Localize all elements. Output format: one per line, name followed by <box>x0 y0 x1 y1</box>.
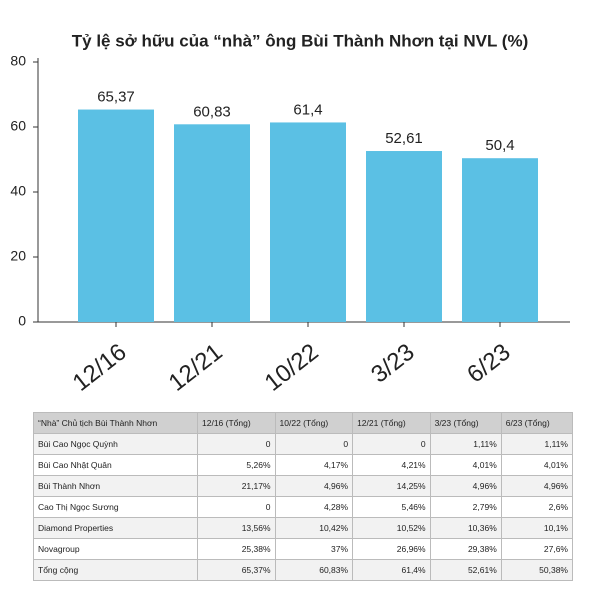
x-tick-label: 6/23 <box>462 338 515 388</box>
table-cell: Cao Thị Ngọc Sương <box>33 496 198 518</box>
ownership-table: “Nhà” Chủ tịch Bùi Thành Nhơn 12/16 (Tổng… <box>33 412 574 581</box>
table-cell: 2,79% <box>429 496 502 518</box>
table-cell: 27,6% <box>500 538 574 560</box>
bar <box>462 158 538 322</box>
table-cell: Bùi Cao Ngọc Quỳnh <box>33 433 198 455</box>
table-cell: Bùi Thành Nhơn <box>33 475 198 497</box>
chart-title: Tỷ lệ sở hữu của “nhà” ông Bùi Thành Nhơ… <box>72 31 528 50</box>
header-cell: 12/16 (Tổng) <box>197 412 276 434</box>
table-cell: 0 <box>274 433 354 455</box>
table-cell: 1,11% <box>500 433 574 455</box>
table-cell: 2,6% <box>500 496 574 518</box>
table-cell: 10,36% <box>429 517 502 539</box>
table-cell: 4,28% <box>274 496 354 518</box>
table-cell: 61,4% <box>352 559 431 581</box>
table-cell: 10,42% <box>274 517 354 539</box>
header-cell: “Nhà” Chủ tịch Bùi Thành Nhơn <box>33 412 198 434</box>
table-cell: 4,01% <box>500 454 574 476</box>
table-cell: 0 <box>352 433 431 455</box>
x-tick-label: 12/21 <box>164 338 228 396</box>
header-cell: 12/21 (Tổng) <box>352 412 431 434</box>
chart: Tỷ lệ sở hữu của “nhà” ông Bùi Thành Nhơ… <box>10 31 570 397</box>
table-cell: 14,25% <box>352 475 431 497</box>
table-cell: 4,96% <box>274 475 354 497</box>
value-label: 50,4 <box>485 137 514 154</box>
table-cell: Diamond Properties <box>33 517 198 539</box>
table-cell: 4,96% <box>500 475 574 497</box>
table-row: Cao Thị Ngọc Sương 0 4,28% 5,46% 2,79% 2,6% <box>33 496 574 518</box>
table-cell: 65,37% <box>197 559 276 581</box>
table-cell: Novagroup <box>33 538 198 560</box>
table-row: Diamond Properties 13,56% 10,42% 10,52% 10,3… <box>33 517 574 539</box>
table-row: Tổng cộng 65,37% 60,83% 61,4% 52,61% 50,38% <box>33 559 574 581</box>
table-cell: 52,61% <box>429 559 502 581</box>
y-tick-label: 40 <box>10 183 26 199</box>
x-tick-label: 3/23 <box>366 338 419 388</box>
table-cell: 60,83% <box>274 559 354 581</box>
table-cell: 37% <box>274 538 354 560</box>
table-cell: 0 <box>197 496 276 518</box>
table-cell: 0 <box>197 433 276 455</box>
table-cell: 25,38% <box>197 538 276 560</box>
bar <box>366 151 442 322</box>
header-cell: 6/23 (Tổng) <box>500 412 574 434</box>
table-row: Novagroup 25,38% 37% 26,96% 29,38% 27,6% <box>33 538 574 560</box>
table-cell: Bùi Cao Nhật Quân <box>33 454 198 476</box>
table-cell: 50,38% <box>500 559 574 581</box>
y-tick-label: 20 <box>10 248 26 264</box>
value-label: 60,83 <box>193 103 231 120</box>
table-row: Bùi Thành Nhơn 21,17% 4,96% 14,25% 4,96% 4,96… <box>33 475 574 497</box>
table-row: Bùi Cao Ngọc Quỳnh 0 0 0 1,11% 1,11% <box>33 433 574 455</box>
y-tick-label: 80 <box>10 53 26 69</box>
header-cell: 10/22 (Tổng) <box>274 412 354 434</box>
x-tick-label: 10/22 <box>260 338 324 396</box>
table-cell: Tổng cộng <box>33 559 198 581</box>
table-cell: 5,46% <box>352 496 431 518</box>
table-cell: 5,26% <box>197 454 276 476</box>
header-cell: 3/23 (Tổng) <box>429 412 502 434</box>
table-cell: 13,56% <box>197 517 276 539</box>
table-row: Bùi Cao Nhật Quân 5,26% 4,17% 4,21% 4,01% 4,0… <box>33 454 574 476</box>
bar <box>270 122 346 322</box>
bar <box>174 124 250 323</box>
table-cell: 4,01% <box>429 454 502 476</box>
y-tick-label: 0 <box>18 313 26 329</box>
value-label: 61,4 <box>293 101 322 118</box>
table-cell: 29,38% <box>429 538 502 560</box>
table-cell: 4,21% <box>352 454 431 476</box>
value-label: 52,61 <box>385 130 423 147</box>
table-cell: 4,96% <box>429 475 502 497</box>
header-row: “Nhà” Chủ tịch Bùi Thành Nhơn 12/16 (Tổng… <box>33 412 574 434</box>
table-cell: 26,96% <box>352 538 431 560</box>
table-cell: 10,52% <box>352 517 431 539</box>
table-cell: 4,17% <box>274 454 354 476</box>
value-label: 65,37 <box>97 89 135 106</box>
bar <box>78 109 154 322</box>
table-cell: 1,11% <box>429 433 502 455</box>
table-cell: 21,17% <box>197 475 276 497</box>
x-tick-label: 12/16 <box>68 338 132 396</box>
table-cell: 10,1% <box>500 517 574 539</box>
y-tick-label: 60 <box>10 118 26 134</box>
